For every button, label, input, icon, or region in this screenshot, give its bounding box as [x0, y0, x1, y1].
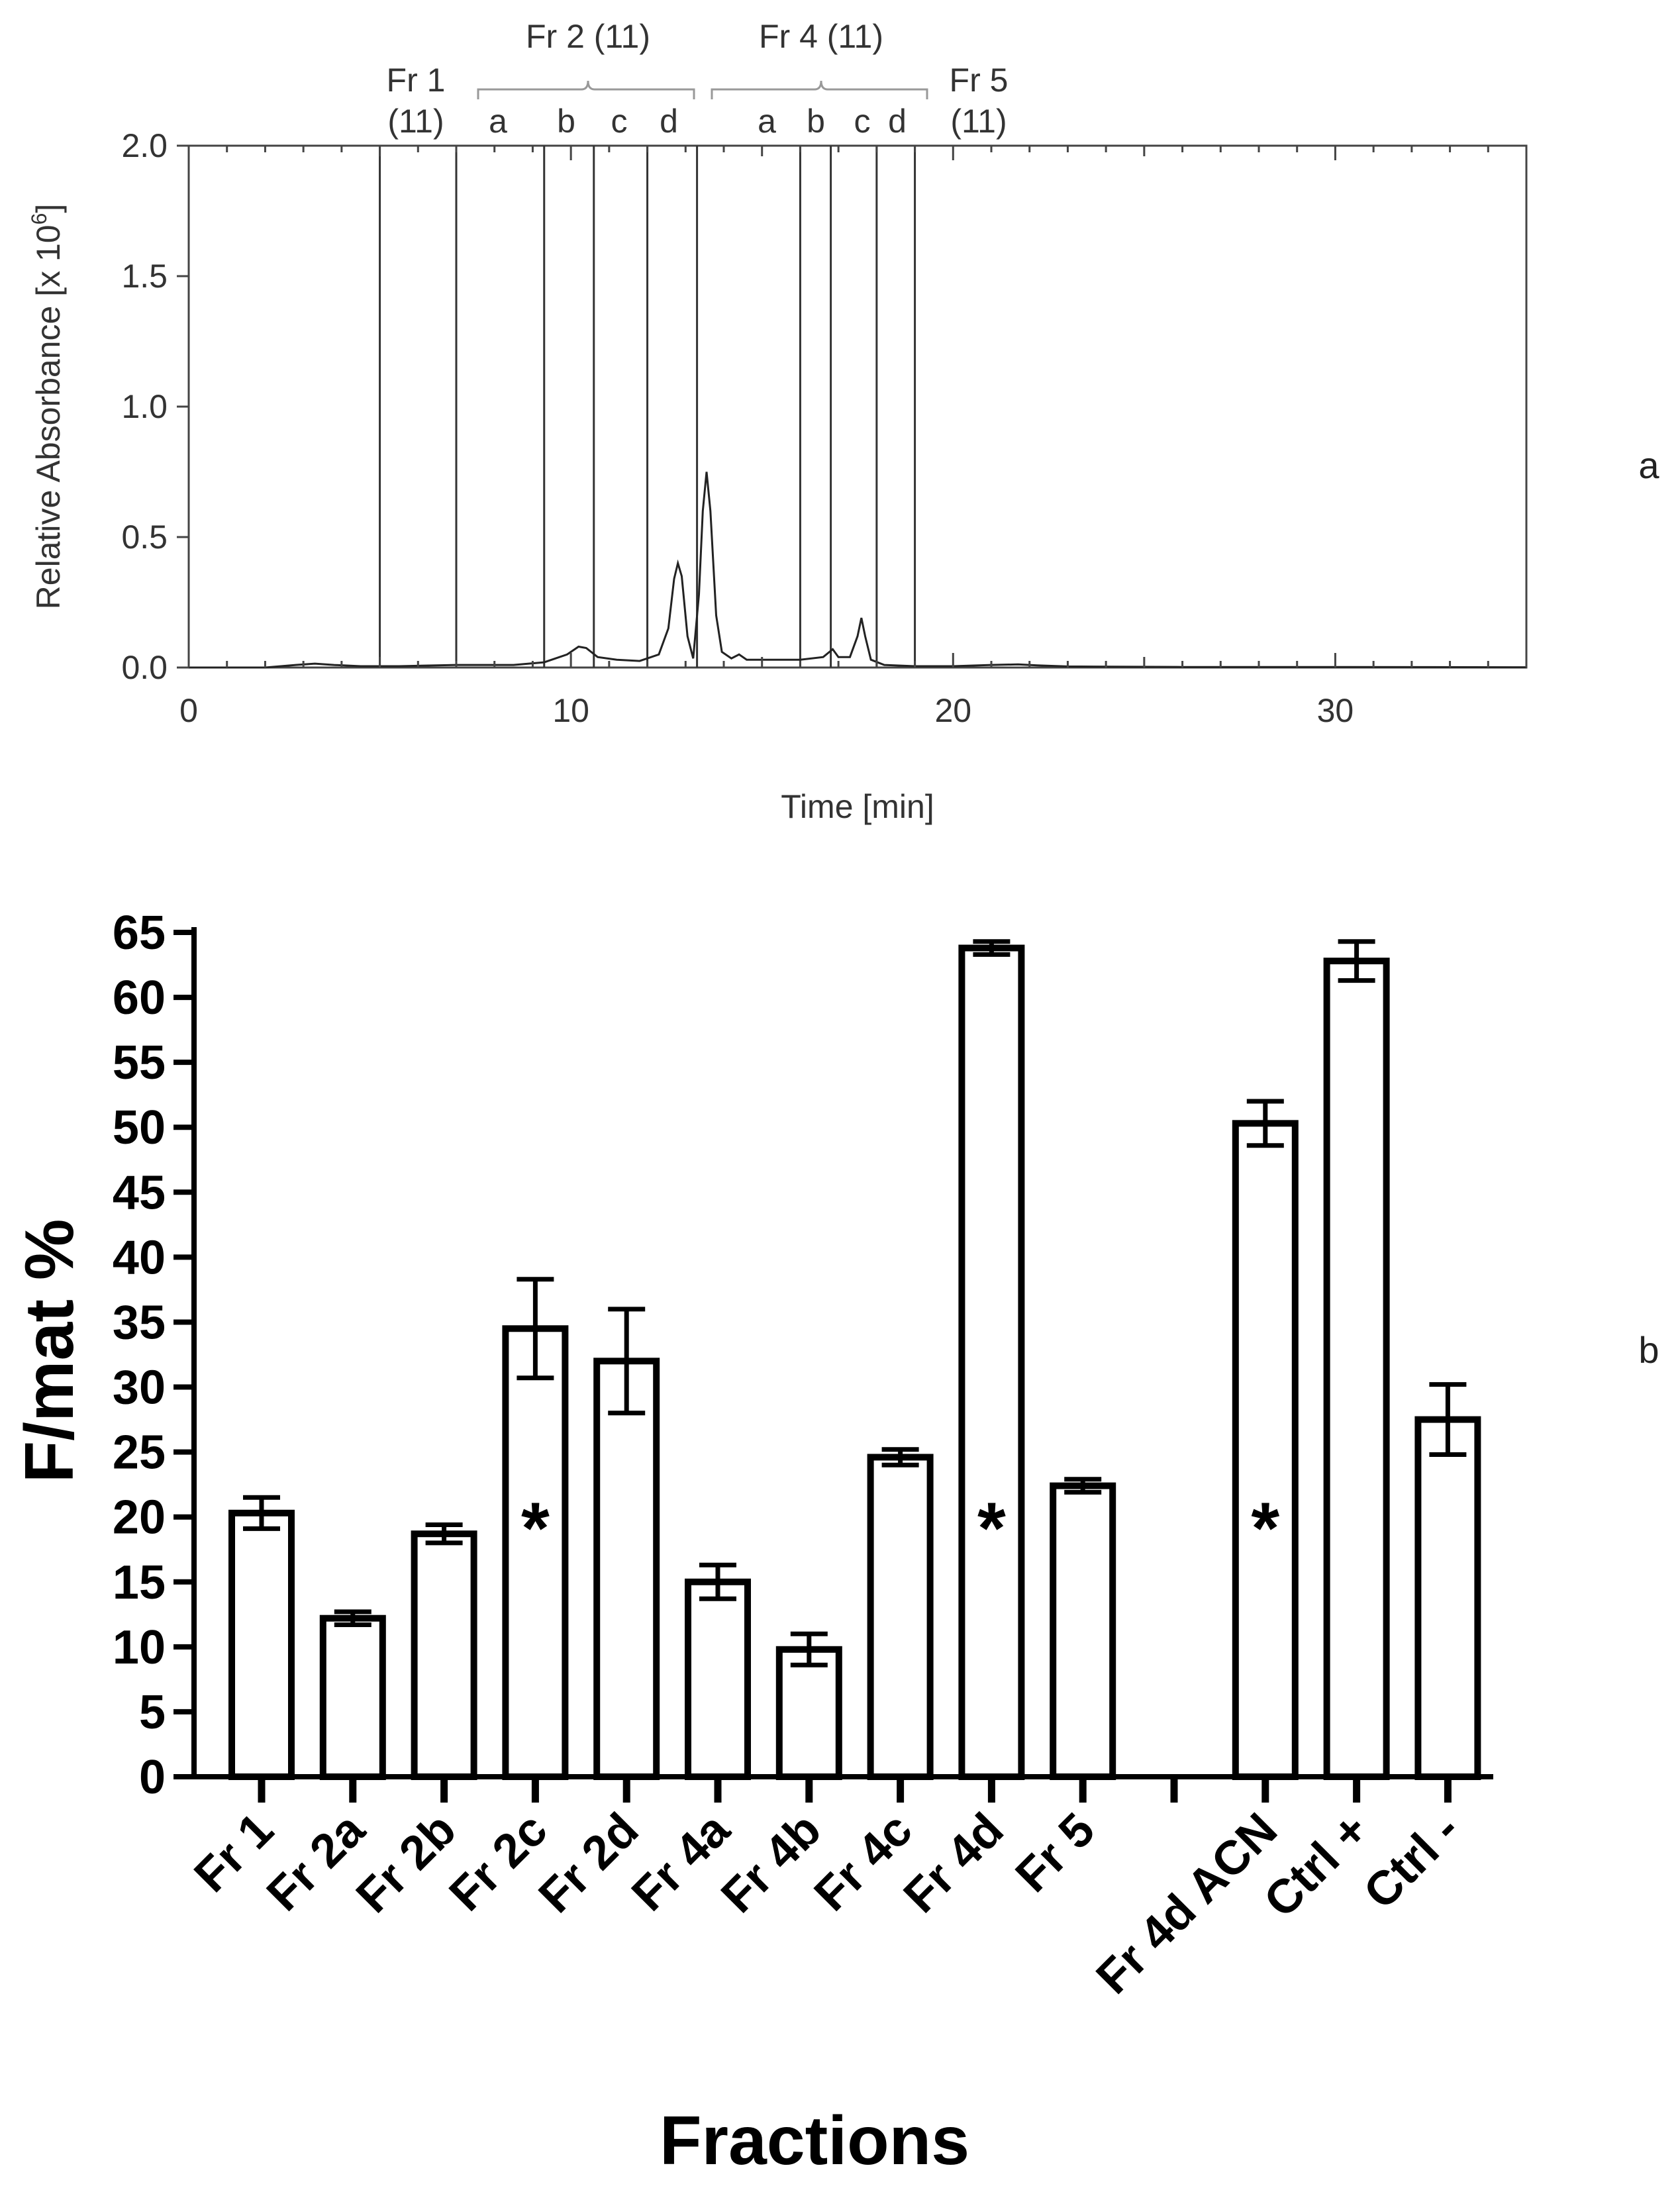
y-tick-label: 2.0: [121, 127, 168, 164]
b-x-tick-label: Fr 2c: [439, 1803, 557, 1921]
b-x-tick-label: Fr 2b: [346, 1803, 466, 1923]
fr4c-sublabel: c: [854, 103, 871, 140]
fr2a-sublabel: a: [489, 103, 507, 140]
fr1-label-line1: Fr 1: [387, 62, 446, 99]
fr2c-sublabel: c: [611, 103, 628, 140]
x-tick-label: 10: [552, 692, 589, 729]
fr5-label-line2: (11): [950, 103, 1007, 140]
x-tick-label: 0: [179, 692, 198, 729]
b-x-tick-label: Fr 4d: [894, 1803, 1014, 1923]
chromatogram-plot-frame: [187, 144, 1528, 669]
panel-label-a: a: [1638, 444, 1659, 486]
b-x-tick-label: Fr 4d ACN: [1087, 1803, 1288, 2005]
x-axis-ticks: 0 10 20 30: [179, 146, 1528, 729]
y-tick-label: 0.5: [121, 519, 168, 556]
fr2b-sublabel: b: [557, 103, 575, 140]
fr2-label: Fr 2 (11): [526, 18, 650, 55]
x-axis-title: Time [min]: [781, 788, 934, 825]
bar: [1232, 1120, 1299, 1781]
b-y-tick-label: 40: [113, 1231, 166, 1284]
b-y-tick-label: 65: [113, 907, 166, 960]
y-axis-title-suffix: ]: [30, 204, 67, 213]
y-axis-title: Relative Absorbance [x 106]: [27, 204, 67, 610]
b-x-tick-label: Fr 2a: [257, 1803, 375, 1921]
significance-marker: *: [1251, 1488, 1279, 1569]
bar: [1323, 958, 1390, 1780]
bar: [775, 1646, 842, 1781]
x-tick-label: 30: [1317, 692, 1354, 729]
b-y-tick-label: 5: [139, 1686, 166, 1739]
bar: [593, 1358, 660, 1780]
y-axis-ticks: 0.0 0.5 1.0 1.5 2.0: [121, 127, 189, 686]
b-y-tick-label: 35: [113, 1296, 166, 1349]
fr5-label-line1: Fr 5: [950, 62, 1009, 99]
bars: * * *: [228, 939, 1481, 1781]
y-tick-label: 1.0: [121, 388, 168, 425]
b-x-tick-label: Fr 4c: [805, 1803, 922, 1921]
bar: [228, 1509, 295, 1780]
significance-marker: *: [977, 1488, 1006, 1569]
bar: [867, 1454, 934, 1780]
b-x-axis-title: Fractions: [660, 2103, 969, 2179]
fr4-label: Fr 4 (11): [759, 18, 883, 55]
b-y-tick-label: 30: [113, 1362, 166, 1415]
bar: [685, 1578, 751, 1781]
y-tick-label: 0.0: [121, 649, 168, 686]
fr4b-sublabel: b: [807, 103, 825, 140]
b-x-tick-label: Fr 2d: [528, 1803, 648, 1923]
y-axis-title-main: Relative Absorbance [x 10: [30, 224, 67, 609]
bar: [958, 944, 1025, 1780]
b-y-tick-label: 10: [113, 1621, 166, 1674]
b-y-tick-label: 60: [113, 971, 166, 1024]
fr4d-sublabel: d: [888, 103, 907, 140]
b-y-tick-label: 15: [113, 1556, 166, 1609]
b-x-tick-label: Fr 5: [1006, 1803, 1105, 1903]
b-x-tick-label: Ctrl -: [1354, 1803, 1469, 1919]
x-tick-label: 20: [934, 692, 971, 729]
bar: [319, 1615, 386, 1781]
b-y-tick-label: 45: [113, 1166, 166, 1219]
fr4a-sublabel: a: [758, 103, 776, 140]
y-axis-title-exponent: 6: [27, 213, 51, 225]
b-x-tick-label: Ctrl +: [1254, 1803, 1379, 1928]
chromatogram-panel: 0 10 20 30 0.0 0.5 1.0 1.5 2.0 Fr 1 (11) Fr 2 (…: [27, 18, 1659, 825]
fr1-label-line2: (11): [387, 103, 444, 140]
y-tick-label: 1.5: [121, 258, 168, 295]
significance-marker: *: [521, 1488, 550, 1569]
b-y-axis-title: F/mat %: [11, 1219, 88, 1483]
chromatogram-trace: [189, 472, 1527, 669]
b-y-tick-label: 20: [113, 1491, 166, 1544]
bar: [411, 1530, 477, 1781]
fraction-cut-lines: [379, 146, 916, 668]
fr2d-sublabel: d: [660, 103, 678, 140]
fr2-bracket: [477, 80, 695, 99]
bar-panel: 0 5 10 15 20 25 30 35 40 45 50 55 60 65 * * * Fr 1Fr 2a…: [11, 907, 1659, 2179]
bar: [1050, 1482, 1116, 1781]
b-y-tick-label: 50: [113, 1101, 166, 1154]
b-y-tick-label: 0: [139, 1751, 166, 1804]
panel-label-b: b: [1638, 1329, 1659, 1371]
b-x-tick-label: Fr 4a: [622, 1803, 740, 1921]
fr4-bracket: [711, 80, 928, 99]
b-y-tick-label: 25: [113, 1426, 166, 1479]
b-y-axis-ticks: 0 5 10 15 20 25 30 35 40 45 50 55 60 65: [113, 907, 194, 1804]
b-y-tick-label: 55: [113, 1036, 166, 1089]
bar: [1414, 1416, 1481, 1780]
b-x-tick-label: Fr 4b: [711, 1803, 831, 1923]
